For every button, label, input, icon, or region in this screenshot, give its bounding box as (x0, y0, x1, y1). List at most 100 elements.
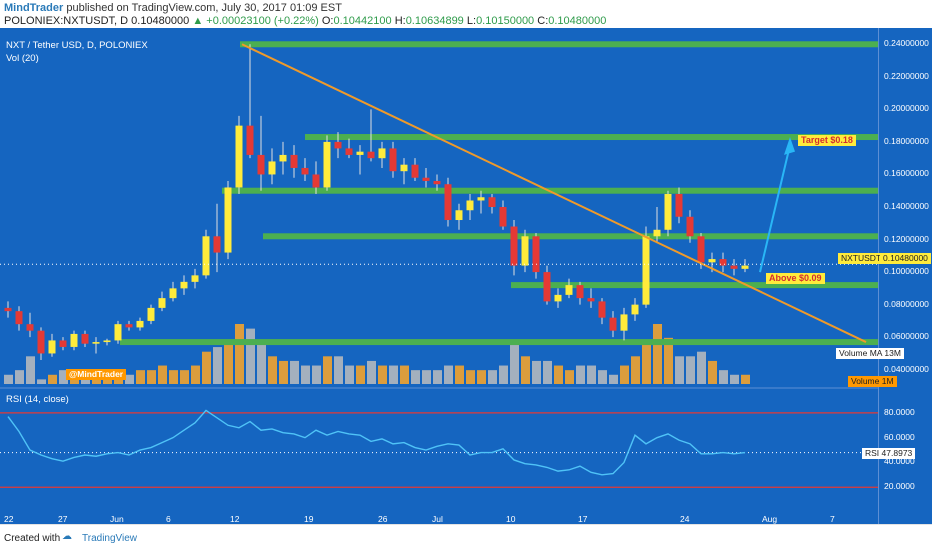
volume-bar (576, 365, 585, 384)
candle-body (598, 301, 606, 318)
volume-bar (466, 370, 475, 384)
candle-body (15, 311, 23, 325)
volume-bar (598, 370, 607, 384)
publish-header: MindTrader published on TradingView.com,… (0, 0, 932, 28)
chart-title[interactable]: NXT / Tether USD, D, POLONIEX (6, 40, 148, 51)
candle-body (543, 272, 551, 302)
volume-bar (213, 347, 222, 384)
price-axis[interactable] (878, 28, 932, 524)
candle-body (367, 151, 375, 159)
candle-body (268, 161, 276, 175)
volume-bar (741, 374, 750, 384)
time-axis-tick: 6 (166, 514, 171, 524)
price-axis-tick: 0.10000000 (884, 266, 929, 277)
high-value: 0.10634899 (405, 15, 464, 27)
volume-label: Volume (851, 376, 880, 386)
price-axis-tick: 0.18000000 (884, 135, 929, 146)
volume-bar (224, 342, 233, 384)
symbol-line: POLONIEX:NXTUSDT, D (4, 15, 129, 27)
candle-body (587, 298, 595, 302)
volume-bar (279, 360, 288, 384)
rsi-axis-tick: 60.0000 (884, 431, 915, 442)
candle-body (400, 164, 408, 172)
above-annotation: Above $0.09 (766, 273, 825, 284)
candle-body (103, 340, 111, 343)
tradingview-brand[interactable]: TradingView (82, 533, 138, 544)
volume-bar (620, 365, 629, 384)
rsi-value-tag: RSI 47.8973 (862, 448, 916, 459)
candle-body (532, 236, 540, 273)
candle-body (202, 236, 210, 276)
candle-body (224, 187, 232, 253)
volume-bar (664, 337, 673, 384)
candle-body (235, 125, 243, 188)
tradingview-logo-icon[interactable]: ☁ (62, 531, 72, 542)
price-axis-tick: 0.24000000 (884, 38, 929, 49)
rsi-legend[interactable]: RSI (14, close) (6, 394, 69, 405)
rsi-axis-tick: 40.0000 (884, 456, 915, 467)
candle-body (620, 314, 628, 331)
volume-bar (686, 356, 695, 384)
volume-bar (510, 342, 519, 384)
volume-bar (488, 370, 497, 384)
volume-bar (334, 356, 343, 384)
rsi-axis-tick: 20.0000 (884, 481, 915, 492)
candle-body (147, 307, 155, 321)
chart-canvas[interactable] (0, 28, 932, 524)
high-label: H: (394, 15, 406, 27)
candle-body (290, 154, 298, 168)
volume-bar (730, 374, 739, 384)
volume-bar (235, 324, 244, 384)
volume-ma-value: 13M (884, 348, 901, 358)
volume-bar (191, 365, 200, 384)
volume-bar (499, 365, 508, 384)
support-line (511, 282, 878, 289)
price-change: ▲ +0.00023100 (+0.22%) (192, 15, 319, 27)
candle-body (81, 333, 89, 344)
volume-bar (48, 374, 57, 384)
author-name[interactable]: MindTrader (4, 2, 64, 14)
volume-bar (422, 370, 431, 384)
candle-body (378, 148, 386, 159)
rsi-label: RSI (865, 448, 880, 458)
candle-body (389, 148, 397, 172)
volume-bar (565, 370, 574, 384)
time-axis-tick: 22 (4, 514, 14, 524)
candle-body (334, 141, 342, 149)
candle-body (653, 229, 661, 237)
volume-ma-tag: Volume MA 13M (836, 348, 904, 359)
time-axis-tick: 12 (230, 514, 240, 524)
candle-body (708, 259, 716, 263)
candle-body (301, 167, 309, 175)
volume-legend[interactable]: Vol (20) (6, 53, 39, 64)
volume-bar (246, 328, 255, 384)
candle-body (4, 307, 12, 312)
volume-bar (719, 370, 728, 384)
candle-body (554, 294, 562, 302)
candle-body (92, 342, 100, 344)
candle-body (455, 210, 463, 221)
close-label: C: (537, 15, 549, 27)
candle-body (180, 281, 188, 289)
price-axis-tick: 0.20000000 (884, 103, 929, 114)
candle-body (565, 285, 573, 295)
candle-body (279, 154, 287, 162)
volume-bar (708, 360, 717, 384)
time-axis-tick: 10 (506, 514, 516, 524)
volume-bar (642, 342, 651, 384)
published-text: published on TradingView.com, July 30, 2… (66, 2, 342, 14)
target-annotation: Target $0.18 (798, 135, 856, 146)
volume-bar (411, 370, 420, 384)
chart-area[interactable]: 0.24000000 0.22000000 0.20000000 0.18000000… (0, 28, 932, 524)
low-value: 0.10150000 (476, 15, 535, 27)
volume-value: 1M (881, 376, 894, 386)
rsi-axis-tick: 80.0000 (884, 406, 915, 417)
rsi-line (7, 409, 746, 476)
open-value: 0.10442100 (333, 15, 392, 27)
candle-body (411, 164, 419, 178)
candle-body (642, 236, 650, 305)
volume-bar (609, 374, 618, 384)
price-axis-tick: 0.14000000 (884, 201, 929, 211)
candle-body (521, 236, 529, 266)
volume-bar (521, 356, 530, 384)
